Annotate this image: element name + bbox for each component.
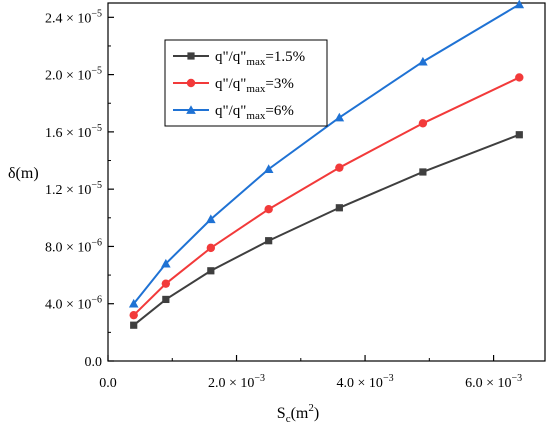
- legend: q"/q"max=1.5% q"/q"max=3% q"/q"max=6%: [164, 39, 328, 127]
- legend-entry: q"/q"max=6%: [173, 103, 294, 122]
- data-point: [129, 310, 138, 320]
- series-line: [133, 133, 520, 326]
- y-tick-label: 2.0 × 10−5: [45, 66, 102, 84]
- legend-marker: [186, 78, 196, 88]
- y-tick-label: 1.2 × 10−5: [45, 180, 102, 198]
- data-point: [130, 321, 138, 329]
- legend-entry: q"/q"max=3%: [173, 76, 294, 95]
- x-tick-label: 0.0: [99, 376, 117, 391]
- legend-entry: q"/q"max=1.5%: [173, 49, 305, 68]
- data-point: [335, 204, 343, 212]
- data-point: [418, 56, 428, 66]
- y-axis-label: δ(m): [8, 165, 39, 182]
- plot-frame: [107, 2, 546, 362]
- x-tick-label: 6.0 × 10−3: [465, 373, 522, 391]
- data-point: [207, 267, 215, 275]
- data-point: [263, 164, 274, 173]
- y-tick-label: 1.6 × 10−5: [45, 123, 102, 141]
- data-point: [161, 279, 171, 288]
- series-1: [130, 131, 523, 329]
- data-point: [418, 119, 428, 128]
- data-point: [515, 73, 524, 82]
- data-point: [161, 258, 171, 268]
- x-axis-label: Sc(m2): [277, 402, 319, 425]
- data-point: [162, 295, 170, 304]
- data-point: [515, 131, 523, 139]
- data-point: [128, 298, 139, 308]
- series-layer: [128, 0, 525, 329]
- x-tick-label: 2.0 × 10−3: [208, 373, 265, 391]
- legend-label: q"/q"max=3%: [215, 76, 294, 95]
- legend-marker: [187, 52, 195, 60]
- x-axis-ticks: 0.0 2.0 × 10−3 4.0 × 10−3 6.0 × 10−3: [99, 355, 522, 391]
- data-point: [206, 214, 216, 224]
- data-point: [335, 163, 344, 172]
- y-axis-ticks: 0.0 4.0 × 10−6 8.0 × 10−6 1.2 × 10−5 1.6 × 1…: [45, 8, 114, 370]
- y-tick-label: 8.0 × 10−6: [45, 237, 102, 255]
- legend-label: q"/q"max=6%: [215, 103, 294, 122]
- data-point: [514, 0, 525, 9]
- y-tick-label: 2.4 × 10−5: [45, 8, 102, 26]
- series-3: [128, 0, 525, 308]
- y-tick-label: 4.0 × 10−6: [45, 295, 102, 313]
- x-tick-label: 4.0 × 10−3: [337, 373, 394, 391]
- y-tick-label: 0.0: [85, 355, 103, 370]
- legend-marker: [186, 105, 196, 114]
- data-point: [264, 205, 273, 214]
- legend-label: q"/q"max=1.5%: [215, 49, 305, 68]
- data-point: [334, 112, 345, 122]
- data-point: [265, 237, 273, 245]
- data-point: [419, 168, 427, 176]
- series-2: [129, 73, 524, 320]
- plot-border: [107, 2, 546, 362]
- data-point: [206, 243, 216, 253]
